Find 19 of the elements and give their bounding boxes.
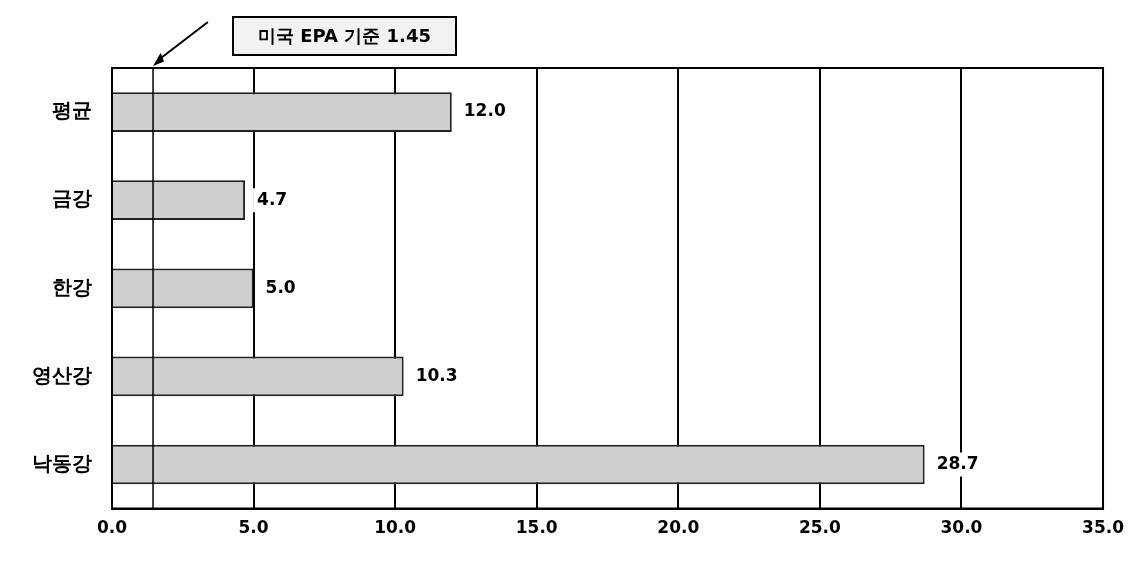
x-tick-label: 0.0 [96, 517, 128, 538]
y-tick-label: 낙동강 [32, 450, 92, 475]
data-label: 10.3 [415, 364, 458, 385]
x-tick-label: 35.0 [1082, 517, 1125, 538]
x-tick-label: 20.0 [657, 517, 700, 538]
x-tick-label: 5.0 [238, 517, 269, 538]
y-tick-label: 영산강 [32, 362, 92, 387]
data-label: 12.0 [463, 100, 506, 121]
x-tick-label: 15.0 [515, 517, 558, 538]
ref-line-label: 미국 EPA 기준 1.45 [232, 16, 457, 56]
y-tick-label: 평균 [52, 98, 92, 123]
x-tick-label: 10.0 [374, 517, 417, 538]
x-tick-label: 25.0 [798, 517, 842, 538]
y-tick-label: 한강 [52, 274, 92, 299]
x-tick-label: 30.0 [940, 517, 983, 538]
data-label: 28.7 [936, 452, 979, 473]
data-label: 5.0 [265, 276, 296, 297]
data-label: 4.7 [257, 188, 288, 209]
y-tick-label: 금강 [52, 186, 92, 211]
